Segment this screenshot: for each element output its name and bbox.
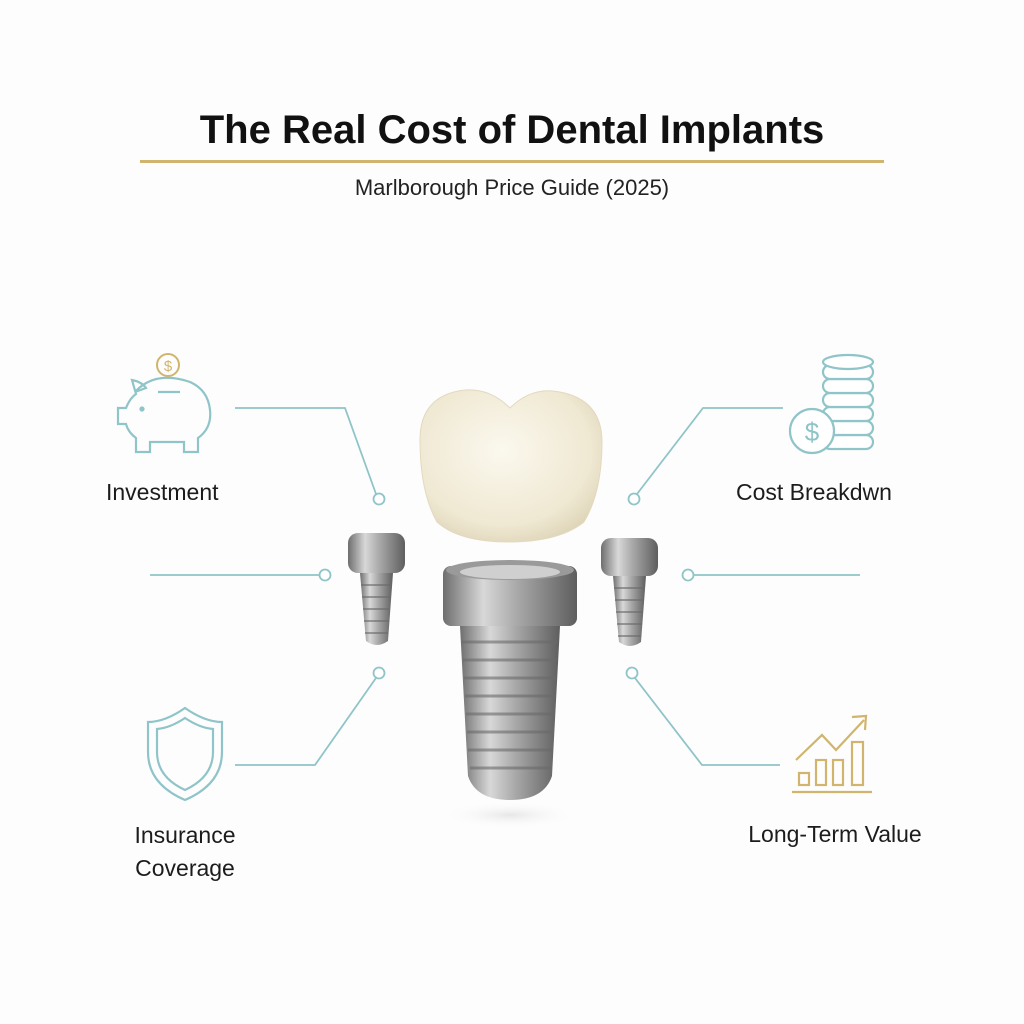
crown-illustration	[419, 389, 603, 543]
coin-dollar-icon: $	[156, 353, 180, 377]
connector-investment	[235, 407, 377, 495]
page-subtitle: Marlborough Price Guide (2025)	[354, 175, 670, 200]
feature-label-investment: Investment	[106, 479, 219, 505]
feature-label-cost-breakdown: Cost Breakdwn	[736, 479, 892, 505]
piggy-bank-icon	[116, 376, 212, 454]
growth-chart-icon	[792, 714, 872, 794]
main-implant-illustration	[443, 560, 577, 800]
shield-icon	[146, 706, 224, 802]
connector-node	[681, 568, 695, 582]
connector-node	[627, 492, 641, 506]
svg-text:$: $	[164, 358, 173, 375]
left-abutment-screw-illustration	[348, 533, 405, 645]
connector-node	[318, 568, 332, 582]
connector-value	[634, 677, 780, 766]
connector-insurance	[235, 677, 377, 766]
connector-node	[372, 666, 386, 680]
page-title: The Real Cost of Dental Implants	[199, 108, 825, 152]
svg-text:$: $	[805, 417, 820, 447]
implant-shadow	[440, 801, 580, 829]
feature-label-long-term-value: Long-Term Value	[748, 821, 922, 847]
label-line: Insurance	[134, 822, 236, 848]
label-line: Coverage	[135, 855, 235, 881]
feature-label-insurance-coverage: Insurance Coverage	[85, 819, 285, 885]
right-abutment-screw-illustration	[601, 538, 658, 646]
coins-dollar-icon: $	[788, 353, 875, 455]
connector-node	[372, 492, 386, 506]
connector-cost	[636, 407, 783, 495]
connector-node	[625, 666, 639, 680]
title-divider	[140, 160, 884, 163]
